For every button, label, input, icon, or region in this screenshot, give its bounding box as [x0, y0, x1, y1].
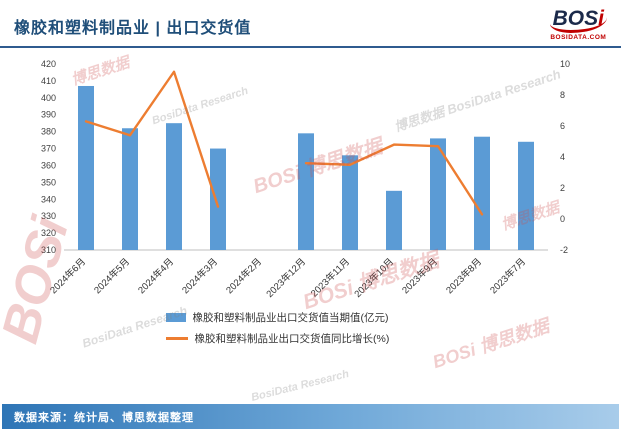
bar [298, 133, 314, 250]
growth-line [304, 143, 484, 216]
x-axis-label: 2023年7月 [488, 256, 529, 297]
x-axis-label: 2024年4月 [136, 256, 177, 297]
y-axis-label-left: 410 [41, 76, 56, 86]
x-axis-label: 2023年10月 [352, 256, 396, 300]
bar [78, 85, 94, 251]
y-axis-label-right: -2 [560, 245, 568, 255]
y-axis-label-right: 10 [560, 59, 570, 69]
bar-swatch [165, 313, 186, 322]
page-title: 橡胶和塑料制品业 | 出口交货值 [14, 20, 252, 37]
growth-line [84, 70, 220, 208]
x-axis-label: 2024年5月 [92, 256, 133, 297]
legend-line-label: 橡胶和塑料制品业出口交货值同比增长(%) [194, 333, 390, 345]
legend-bar-label: 橡胶和塑料制品业出口交货值当期值(亿元) [192, 312, 389, 324]
legend-item-bar: 橡胶和塑料制品业出口交货值当期值(亿元) [165, 310, 456, 325]
y-axis-label-left: 360 [41, 160, 56, 170]
logo-bos: BOS [552, 7, 599, 30]
bar [166, 123, 182, 250]
x-axis-label: 2024年2月 [224, 256, 265, 297]
logo-i: i [598, 7, 604, 30]
x-axis-label: 2024年6月 [48, 256, 89, 297]
y-axis-label-left: 380 [41, 127, 56, 137]
y-axis-label-right: 2 [560, 183, 565, 193]
footer-source-bar: 数据来源：统计局、博思数据整理 [2, 404, 619, 429]
y-axis-label-left: 310 [41, 245, 56, 255]
data-source-text: 数据来源：统计局、博思数据整理 [14, 411, 194, 424]
x-axis-label: 2023年8月 [444, 256, 485, 297]
chart-area: 310 320 330 340 350 360 370 380 390 400 410 420 -2 0 2… [0, 52, 621, 314]
y-axis-label-right: 0 [560, 214, 565, 224]
bosi-logo: BOSi BOSIDATA.COM [549, 7, 607, 42]
bar [474, 136, 490, 250]
line-swatch [165, 337, 188, 340]
y-axis-label-left: 330 [41, 211, 56, 221]
y-axis-label-left: 400 [41, 93, 56, 103]
y-axis-label-right: 4 [560, 152, 565, 162]
bar [210, 148, 226, 250]
legend-item-line: 橡胶和塑料制品业出口交货值同比增长(%) [165, 331, 456, 346]
y-axis-label-right: 8 [560, 90, 565, 100]
combo-chart: 310320330340350360370380390400410420-202… [41, 59, 570, 300]
x-axis-label: 2023年11月 [308, 256, 352, 300]
x-axis-label: 2024年3月 [180, 256, 221, 297]
x-axis-label: 2023年9月 [400, 256, 441, 297]
bar [386, 190, 402, 250]
bar [430, 138, 446, 250]
y-axis-label-left: 420 [41, 59, 56, 69]
y-axis-label-left: 320 [41, 228, 56, 238]
y-axis-label-left: 370 [41, 144, 56, 154]
chart-legend: 橡胶和塑料制品业出口交货值当期值(亿元) 橡胶和塑料制品业出口交货值同比增长(%… [0, 310, 621, 346]
header: 橡胶和塑料制品业 | 出口交货值 BOSi BOSIDATA.COM [0, 0, 621, 48]
logo-text: BOSi [549, 7, 607, 33]
y-axis-label-left: 350 [41, 177, 56, 187]
y-axis-label-left: 340 [41, 194, 56, 204]
bar [342, 155, 358, 250]
y-axis-label-left: 390 [41, 110, 56, 120]
bar [122, 128, 138, 250]
x-axis-label: 2023年12月 [264, 256, 308, 300]
y-axis-label-right: 6 [560, 121, 565, 131]
bar [518, 141, 534, 250]
watermark-text: BosiData Research [250, 368, 351, 404]
logo-subtext: BOSIDATA.COM [550, 34, 607, 41]
